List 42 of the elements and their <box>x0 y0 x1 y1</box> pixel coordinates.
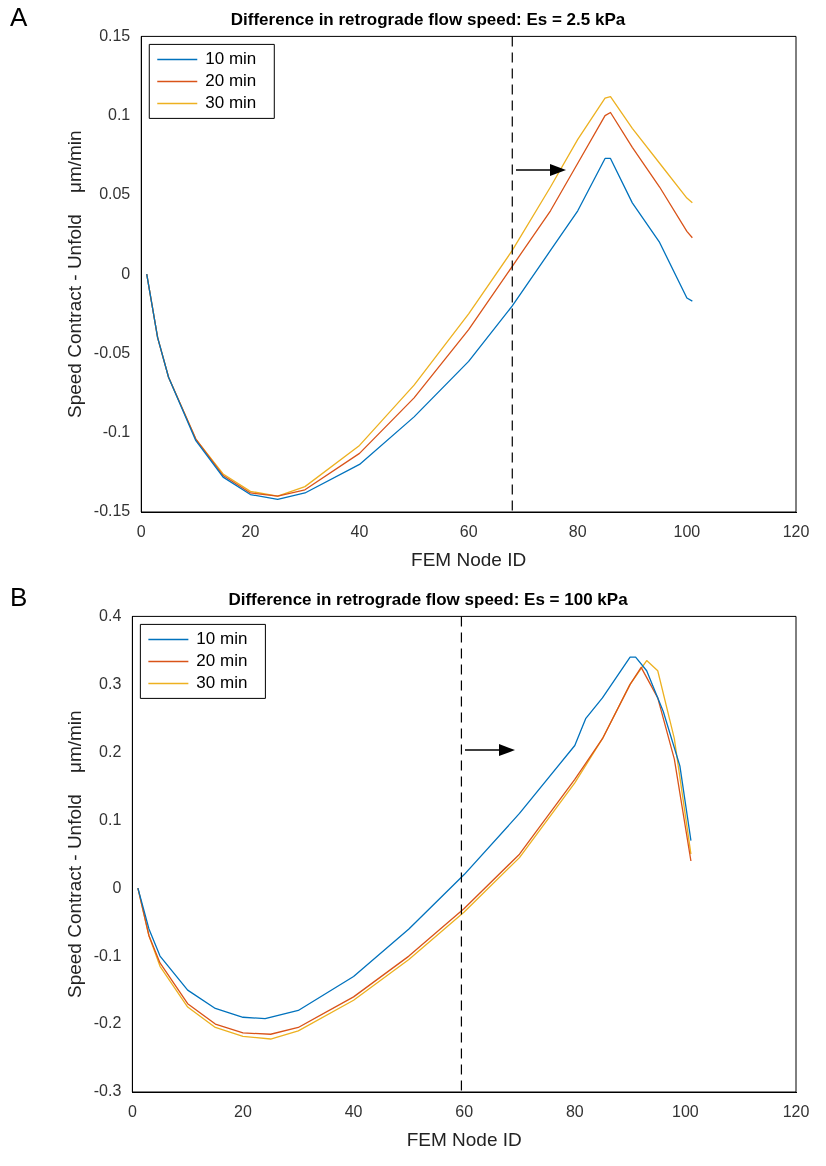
x-tick-label: 60 <box>459 523 478 541</box>
text: A <box>10 2 28 33</box>
legend-label: 30 min <box>205 93 257 113</box>
y-tick-label: -0.3 <box>93 1082 122 1100</box>
x-tick-label: 20 <box>234 1103 252 1121</box>
text: B <box>10 582 28 613</box>
x-tick-label: 0 <box>136 523 146 541</box>
x-tick-label: 80 <box>565 1103 584 1121</box>
x-axis-title: FEM Node ID <box>411 548 527 570</box>
x-tick-label: 40 <box>350 523 369 541</box>
legend-label: 10 min <box>196 629 248 649</box>
y-tick-label: 0.1 <box>108 106 131 124</box>
x-axis-title: FEM Node ID <box>406 1128 522 1150</box>
y-axis-title: Speed Contract - Unfold μm/min <box>63 710 85 999</box>
x-tick-label: 120 <box>782 1103 810 1121</box>
legend-label: 10 min <box>205 49 257 69</box>
y-tick-label: 0.1 <box>99 810 122 828</box>
y-tick-label: 0.15 <box>99 26 131 44</box>
x-tick-label: 120 <box>782 523 810 541</box>
y-tick-label: -0.15 <box>93 502 131 520</box>
x-tick-label: 80 <box>568 523 587 541</box>
legend-label: 20 min <box>196 651 248 671</box>
y-tick-label: 0 <box>112 878 122 896</box>
y-tick-label: 0.05 <box>99 185 131 203</box>
x-tick-label: 20 <box>241 523 260 541</box>
x-tick-label: 100 <box>672 1103 699 1121</box>
y-tick-label: 0 <box>121 264 131 282</box>
y-tick-label: -0.1 <box>102 423 131 441</box>
x-tick-label: 40 <box>344 1103 363 1121</box>
legend-label: 20 min <box>205 71 257 91</box>
y-axis-title: Speed Contract - Unfold μm/min <box>63 130 85 419</box>
x-tick-label: 100 <box>673 523 701 541</box>
y-tick-label: -0.2 <box>93 1014 122 1032</box>
legend-label: 30 min <box>196 673 248 693</box>
y-tick-label: 0.2 <box>99 742 122 760</box>
y-tick-label: -0.05 <box>93 343 131 361</box>
y-tick-label: 0.3 <box>99 674 122 692</box>
y-tick-label: 0.4 <box>99 606 122 624</box>
chart-title: Difference in retrograde flow speed: Es = 100 kPa <box>228 589 629 609</box>
x-tick-label: 60 <box>455 1103 474 1121</box>
chart-title: Difference in retrograde flow speed: Es = 2.5 kPa <box>230 9 626 29</box>
y-tick-label: -0.1 <box>93 946 122 964</box>
